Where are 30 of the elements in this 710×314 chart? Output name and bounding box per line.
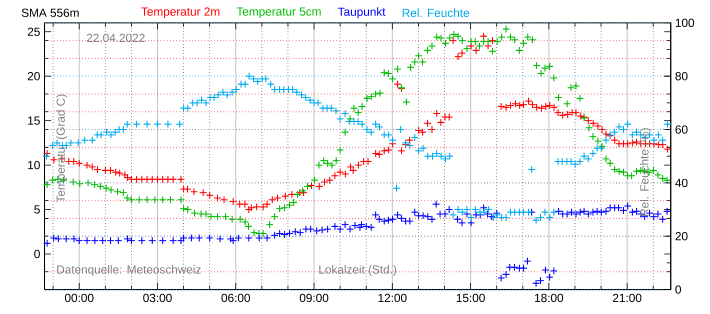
x-tick-label: 15:00	[456, 294, 485, 302]
chart-title: SMA 556m	[22, 8, 79, 17]
x-tick-label: 00:00	[64, 294, 94, 302]
text: Temperatur 2m	[141, 7, 220, 18]
x-axis-title: Lokalzeit (Std.)	[319, 265, 396, 276]
text: 22.04.2022	[86, 34, 145, 42]
text: Rel. Feuchte	[402, 8, 470, 18]
x-tick-label: 06:00	[221, 294, 250, 302]
y-tick-label: 15	[28, 116, 40, 125]
y-tick-label: 5	[34, 205, 40, 214]
y-tick-label: 10	[28, 160, 40, 170]
y2-tick-label: 80	[675, 72, 688, 80]
y2-axis-title: Rel. Feuchte (%)	[640, 128, 651, 216]
y2-tick-label: 0	[675, 285, 682, 294]
y-tick-label: 20	[28, 72, 40, 80]
y2-tick-label: 60	[676, 125, 688, 134]
text: Taupunkt	[338, 7, 386, 18]
y2-tick-label: 100	[676, 18, 694, 28]
y2-tick-label: 40	[675, 178, 688, 188]
y-axis-title: Temperatur (Grad C)	[56, 94, 68, 202]
x-tick-label: 09:00	[300, 294, 328, 302]
y-tick-label: 0	[34, 250, 40, 258]
text: Temperatur 5cm	[236, 7, 321, 18]
annotation: Datenquelle: Meteoschweiz	[57, 265, 201, 276]
x-tick-label: 21:00	[613, 294, 642, 302]
y2-tick-label: 20	[676, 232, 688, 240]
x-tick-label: 03:00	[143, 294, 172, 302]
x-tick-label: 18:00	[535, 294, 564, 302]
y-tick-label: 25	[28, 28, 40, 36]
x-tick-label: 12:00	[378, 294, 407, 302]
